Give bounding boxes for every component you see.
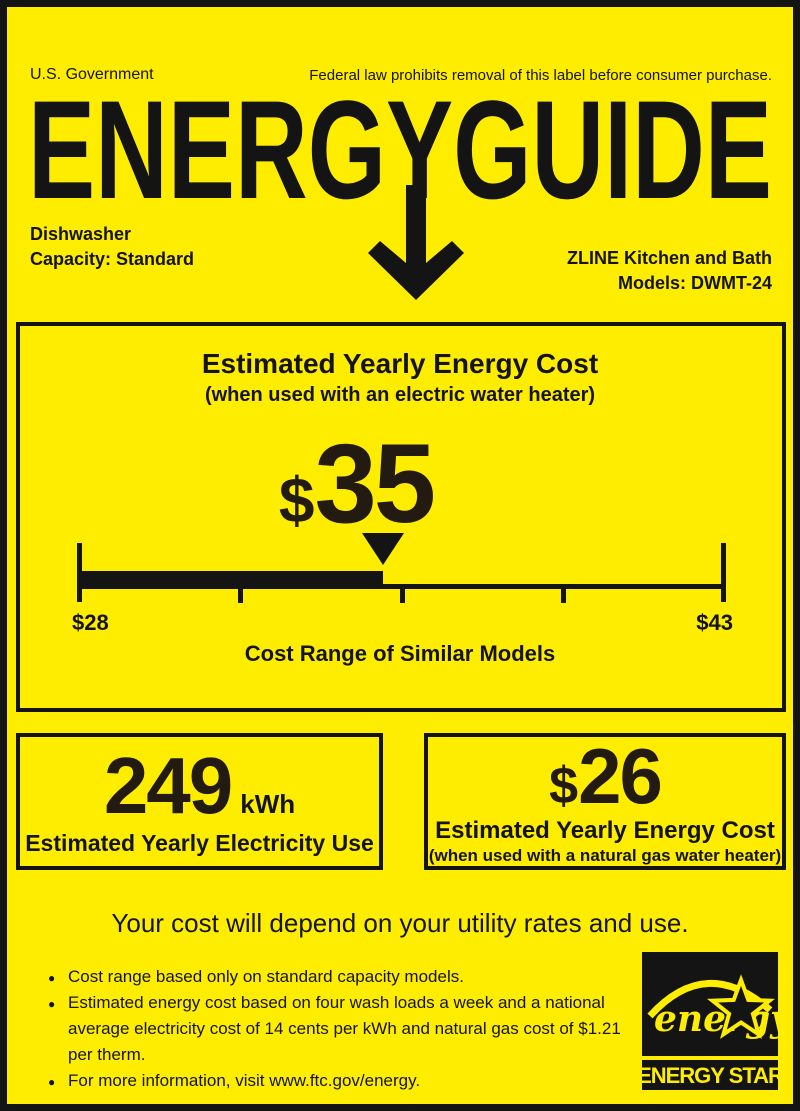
utility-rates-disclaimer: Your cost will depend on your utility ra…: [111, 908, 689, 938]
yearly-cost-panel: [16, 322, 786, 712]
energy-star-bar: [642, 1060, 778, 1090]
scale-max-label: $43: [696, 610, 733, 635]
estimated-cost-value: $35: [0, 428, 756, 540]
scale-quarter-tick: [238, 588, 243, 603]
energy-star-label: ENERGY STAR: [642, 1063, 778, 1088]
scale-axis-line: [78, 584, 726, 589]
us-government-text: U.S. Government: [30, 66, 154, 83]
footnote-item: Cost range based only on standard capaci…: [48, 964, 748, 991]
footnotes-list: Cost range based only on standard capaci…: [48, 964, 748, 1095]
energy-star-logo: energy ENERGY STAR: [642, 952, 778, 1090]
electricity-value: 249: [103, 741, 233, 830]
scale-right-end-tick: [721, 543, 726, 602]
brand-name: ZLINE Kitchen and Bath: [566, 248, 772, 268]
scale-left-end-tick: [77, 543, 82, 602]
gas-value-row: $ 26: [549, 732, 663, 820]
scale-caption: Cost Range of Similar Models: [244, 641, 556, 666]
gas-box-label: Estimated Yearly Energy Cost: [435, 817, 775, 844]
scale-half-tick: [400, 588, 405, 603]
electricity-use-box: 249 kWh Estimated Yearly Electricity Use: [16, 733, 383, 870]
energyguide-wordmark: ENERGYGUIDE: [28, 92, 772, 208]
panel-subtitle: (when used with an electric water heater…: [204, 384, 596, 406]
gas-box-sublabel: (when used with a natural gas water heat…: [428, 846, 782, 865]
footnote-item: Estimated energy cost based on four wash…: [48, 990, 748, 1068]
scale-three-quarter-tick: [561, 588, 566, 603]
product-capacity: Capacity: Standard: [30, 249, 195, 269]
gas-currency-symbol: $: [549, 757, 579, 815]
scale-min-label: $28: [72, 610, 109, 635]
federal-law-notice: Federal law prohibits removal of this la…: [309, 67, 772, 84]
product-type: Dishwasher: [30, 224, 132, 244]
electricity-box-label: Estimated Yearly Electricity Use: [25, 830, 374, 856]
scale-marker-icon: [362, 533, 404, 565]
footnote-item: For more information, visit www.ftc.gov/…: [48, 1068, 748, 1095]
energy-star-star-icon: [707, 974, 775, 1039]
gas-cost-value: 26: [578, 732, 663, 820]
cost-currency-symbol: $: [278, 464, 315, 536]
cost-amount: 35: [314, 421, 437, 546]
electricity-value-row: 249 kWh: [104, 746, 295, 826]
brand-block: ZLINE Kitchen and Bath Models: DWMT-24: [567, 246, 772, 296]
model-number: Models: DWMT-24: [617, 273, 772, 293]
gas-cost-box: $ 26 Estimated Yearly Energy Cost (when …: [424, 733, 786, 870]
electricity-unit: kWh: [240, 789, 296, 819]
wordmark-text: ENERGYGUIDE: [28, 92, 772, 208]
down-arrow-icon: [368, 185, 464, 300]
panel-title: Estimated Yearly Energy Cost: [201, 348, 599, 379]
